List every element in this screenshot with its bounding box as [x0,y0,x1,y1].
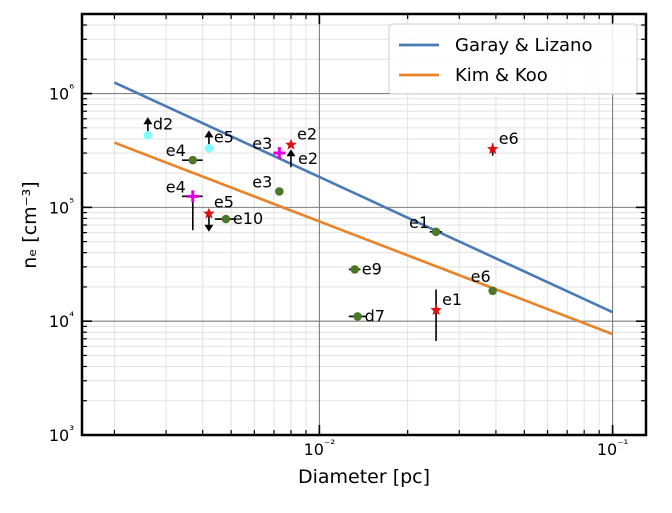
point-label: e2 [297,125,317,144]
data-point-e3: e3 [252,172,284,196]
circle-marker [431,227,441,237]
y-tick-label: 10⁶ [49,82,74,104]
point-label: d7 [365,306,385,325]
series-line [113,141,614,336]
legend: Garay & Lizano Kim & Koo [388,23,638,95]
point-label: e1 [409,213,429,232]
lower-limit-arrow-head [143,117,153,125]
y-tick-label: 10³ [49,423,74,445]
data-point-e9: e9 [348,259,382,278]
data-point-e6: e6 [487,129,519,156]
circle-marker [204,144,214,153]
data-point-e5: e5 [203,193,234,232]
legend-label: Garay & Lizano [455,35,592,56]
data-point-e1: e1 [409,213,443,237]
lower-limit-arrow-head [204,130,214,138]
plot-frame [80,12,648,437]
data-point-e1: e1 [430,289,462,341]
point-label: e5 [214,193,234,212]
star-marker [430,304,442,315]
circle-marker [488,286,497,296]
x-axis-title: Diameter [pc] [298,466,430,488]
point-label: e2 [298,149,318,168]
circle-marker [221,214,231,224]
point-label: e10 [233,209,263,228]
model-lines [113,81,614,336]
point-label: e3 [252,172,272,191]
data-point-e2: e2 [286,149,318,168]
circle-marker [275,187,284,196]
x-tick-label: 10⁻² [304,437,336,459]
point-label: e4 [166,141,186,160]
data-point-e3: e3 [252,134,286,160]
star-marker [285,138,297,150]
y-tick-label: 10⁴ [49,309,74,331]
grid-lines [82,13,646,436]
circle-marker [188,155,198,165]
data-point-d7: d7 [348,306,385,325]
circle-marker [143,130,153,140]
circle-marker [353,312,362,321]
arrow-marker-head [286,149,296,157]
point-label: e1 [442,290,462,309]
star-marker [487,143,499,154]
x-tick-label: 10⁻¹ [597,437,629,459]
data-point-e4: e4 [166,177,203,231]
point-label: e6 [471,267,491,286]
data-point-e5: e5 [204,127,234,153]
point-label: e6 [499,129,519,148]
y-axis-title: nₑ [cm⁻³] [19,181,41,268]
star-marker [203,207,215,219]
data-point-e4: e4 [166,141,203,165]
point-label: e9 [362,259,382,278]
data-point-e10: e10 [214,209,263,228]
data-point-e6: e6 [471,267,497,296]
point-label: e5 [214,127,234,146]
data-point-e2: e2 [285,125,317,150]
legend-box [388,23,638,95]
circle-marker [350,265,360,274]
legend-label: Kim & Koo [455,65,548,86]
y-tick-label: 10⁵ [49,195,74,217]
point-label: e4 [166,177,186,196]
point-label: d2 [153,114,173,133]
upper-limit-arrow-head [204,224,214,232]
point-label: e3 [252,134,272,153]
data-point-d2: d2 [143,114,173,140]
series-line [113,81,614,314]
